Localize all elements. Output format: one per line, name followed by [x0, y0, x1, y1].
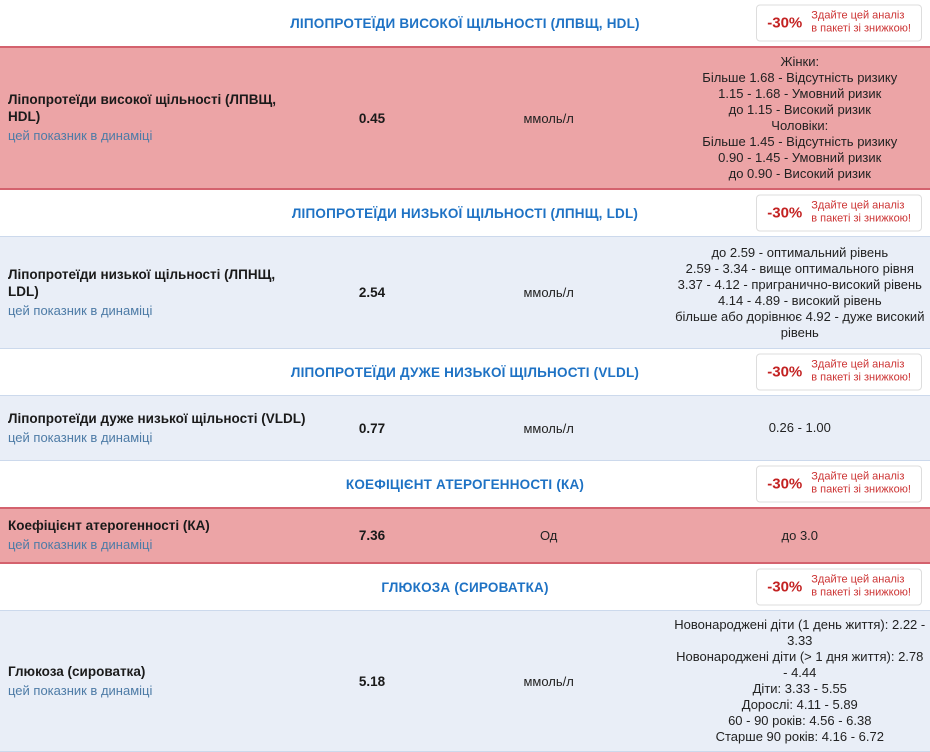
dynamics-link[interactable]: цей показник в динаміці [8, 537, 153, 552]
section-header-hdl: ЛІПОПРОТЕЇДИ ВИСОКОЇ ЩІЛЬНОСТІ (ЛПВЩ, HD… [0, 0, 930, 46]
analyte-name: Коефіцієнт атерогенності (КА) [8, 518, 210, 533]
result-row-glucose: Глюкоза (сироватка) цей показник в динам… [0, 610, 930, 752]
result-unit: ммоль/л [523, 110, 574, 126]
result-value: 7.36 [358, 528, 386, 543]
analyte-name-cell: Ліпопротеїди низької щільності (ЛПНЩ, LD… [0, 258, 316, 328]
section-title: ЛІПОПРОТЕЇДИ ВИСОКОЇ ЩІЛЬНОСТІ (ЛПВЩ, HD… [290, 15, 640, 31]
reference-range: до 2.59 - оптимальний рівень 2.59 - 3.34… [675, 244, 925, 340]
discount-percent: -30% [767, 475, 803, 492]
result-row-vldl: Ліпопротеїди дуже низької щільності (VLD… [0, 395, 930, 461]
discount-percent: -30% [767, 363, 803, 380]
dynamics-link[interactable]: цей показник в динаміці [8, 128, 153, 143]
dynamics-link[interactable]: цей показник в динаміці [8, 302, 153, 318]
discount-percent: -30% [767, 204, 803, 221]
discount-badge[interactable]: -30% Здайте цей аналіз в пакеті зі знижк… [756, 568, 922, 606]
discount-badge[interactable]: -30% Здайте цей аналіз в пакеті зі знижк… [756, 4, 922, 42]
dynamics-link[interactable]: цей показник в динаміці [8, 429, 153, 445]
section-title: ГЛЮКОЗА (СИРОВАТКА) [381, 579, 549, 595]
discount-badge[interactable]: -30% Здайте цей аналіз в пакеті зі знижк… [756, 194, 922, 232]
reference-range: до 3.0 [781, 527, 819, 543]
reference-range: 0.26 - 1.00 [768, 420, 831, 435]
discount-badge[interactable]: -30% Здайте цей аналіз в пакеті зі знижк… [756, 353, 922, 391]
analyte-name-cell: Глюкоза (сироватка) цей показник в динам… [0, 655, 316, 708]
result-unit: ммоль/л [523, 285, 574, 300]
section-title: КОЕФІЦІЄНТ АТЕРОГЕННОСТІ (КА) [345, 476, 585, 492]
discount-percent: -30% [767, 578, 803, 595]
result-row-ldl: Ліпопротеїди низької щільності (ЛПНЩ, LD… [0, 236, 930, 349]
section-header-vldl: ЛІПОПРОТЕЇДИ ДУЖЕ НИЗЬКОЇ ЩІЛЬНОСТІ (VLD… [0, 349, 930, 395]
section-header-ka: КОЕФІЦІЄНТ АТЕРОГЕННОСТІ (КА) -30% Здайт… [0, 461, 930, 507]
discount-text: Здайте цей аналіз в пакеті зі знижкою! [811, 358, 911, 384]
discount-text: Здайте цей аналіз в пакеті зі знижкою! [811, 199, 911, 225]
dynamics-link[interactable]: цей показник в динаміці [8, 682, 153, 698]
section-title: ЛІПОПРОТЕЇДИ ДУЖЕ НИЗЬКОЇ ЩІЛЬНОСТІ (VLD… [290, 364, 640, 380]
result-row-hdl: Ліпопротеїди високої щільності (ЛПВЩ, HD… [0, 46, 930, 190]
reference-range: Жінки: Більше 1.68 - Відсутність ризику … [702, 54, 898, 181]
reference-range: Новонароджені діти (1 день життя): 2.22 … [674, 617, 926, 744]
section-header-ldl: ЛІПОПРОТЕЇДИ НИЗЬКОЇ ЩІЛЬНОСТІ (ЛПНЩ, LD… [0, 190, 930, 236]
analyte-name-cell: Коефіцієнт атерогенності (КА) цей показн… [0, 509, 316, 562]
result-value: 2.54 [358, 285, 386, 300]
result-unit: Од [539, 528, 558, 543]
analyte-name: Ліпопротеїди високої щільності (ЛПВЩ, HD… [8, 92, 276, 124]
discount-badge[interactable]: -30% Здайте цей аналіз в пакеті зі знижк… [756, 465, 922, 503]
result-row-ka: Коефіцієнт атерогенності (КА) цей показн… [0, 507, 930, 564]
section-header-glucose: ГЛЮКОЗА (СИРОВАТКА) -30% Здайте цей анал… [0, 564, 930, 610]
section-title: ЛІПОПРОТЕЇДИ НИЗЬКОЇ ЩІЛЬНОСТІ (ЛПНЩ, LD… [291, 205, 639, 221]
analyte-name: Глюкоза (сироватка) [8, 663, 146, 679]
result-value: 0.77 [358, 420, 386, 436]
discount-percent: -30% [767, 14, 803, 31]
analyte-name: Ліпопротеїди низької щільності (ЛПНЩ, LD… [8, 266, 276, 299]
discount-text: Здайте цей аналіз в пакеті зі знижкою! [811, 573, 911, 599]
discount-text: Здайте цей аналіз в пакеті зі знижкою! [811, 470, 911, 496]
result-unit: ммоль/л [523, 673, 574, 689]
result-value: 0.45 [358, 110, 386, 126]
analyte-name-cell: Ліпопротеїди високої щільності (ЛПВЩ, HD… [0, 83, 316, 153]
analyte-name: Ліпопротеїди дуже низької щільності (VLD… [8, 410, 306, 426]
result-value: 5.18 [358, 673, 386, 689]
discount-text: Здайте цей аналіз в пакеті зі знижкою! [811, 9, 911, 35]
result-unit: ммоль/л [523, 420, 574, 436]
analyte-name-cell: Ліпопротеїди дуже низької щільності (VLD… [0, 402, 316, 455]
